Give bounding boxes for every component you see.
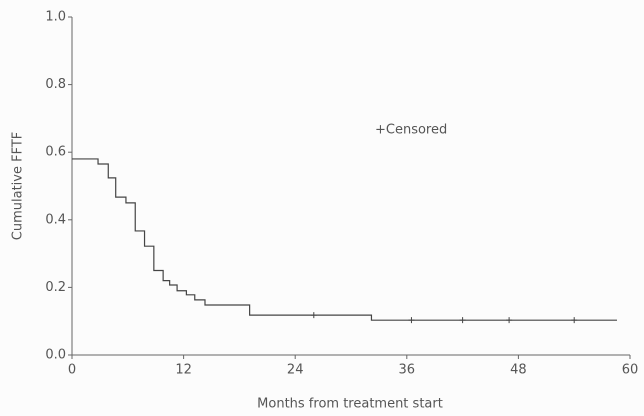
- y-tick-label: 0.0: [45, 348, 66, 363]
- x-tick-label: 0: [68, 363, 76, 378]
- censor-mark: [571, 317, 578, 324]
- censor-mark: [506, 317, 513, 324]
- survival-curve: [72, 158, 617, 321]
- y-tick-label: 1.0: [45, 10, 66, 25]
- y-tick-label: 0.8: [45, 77, 66, 92]
- censor-mark: [310, 312, 317, 319]
- x-tick-label: 24: [287, 363, 304, 378]
- x-tick-label: 60: [622, 363, 639, 378]
- legend: +Censored: [375, 123, 447, 138]
- censor-mark: [408, 317, 415, 324]
- x-tick-label: 12: [175, 363, 192, 378]
- y-tick-label: 0.4: [45, 212, 66, 227]
- y-tick-label: 0.2: [45, 280, 66, 295]
- y-tick-label: 0.6: [45, 145, 66, 160]
- x-tick-label: 48: [510, 363, 527, 378]
- x-tick-label: 36: [399, 363, 416, 378]
- censor-mark: [459, 317, 466, 324]
- y-axis-label: Cumulative FFTF: [11, 132, 26, 240]
- x-axis-label: Months from treatment start: [257, 397, 443, 412]
